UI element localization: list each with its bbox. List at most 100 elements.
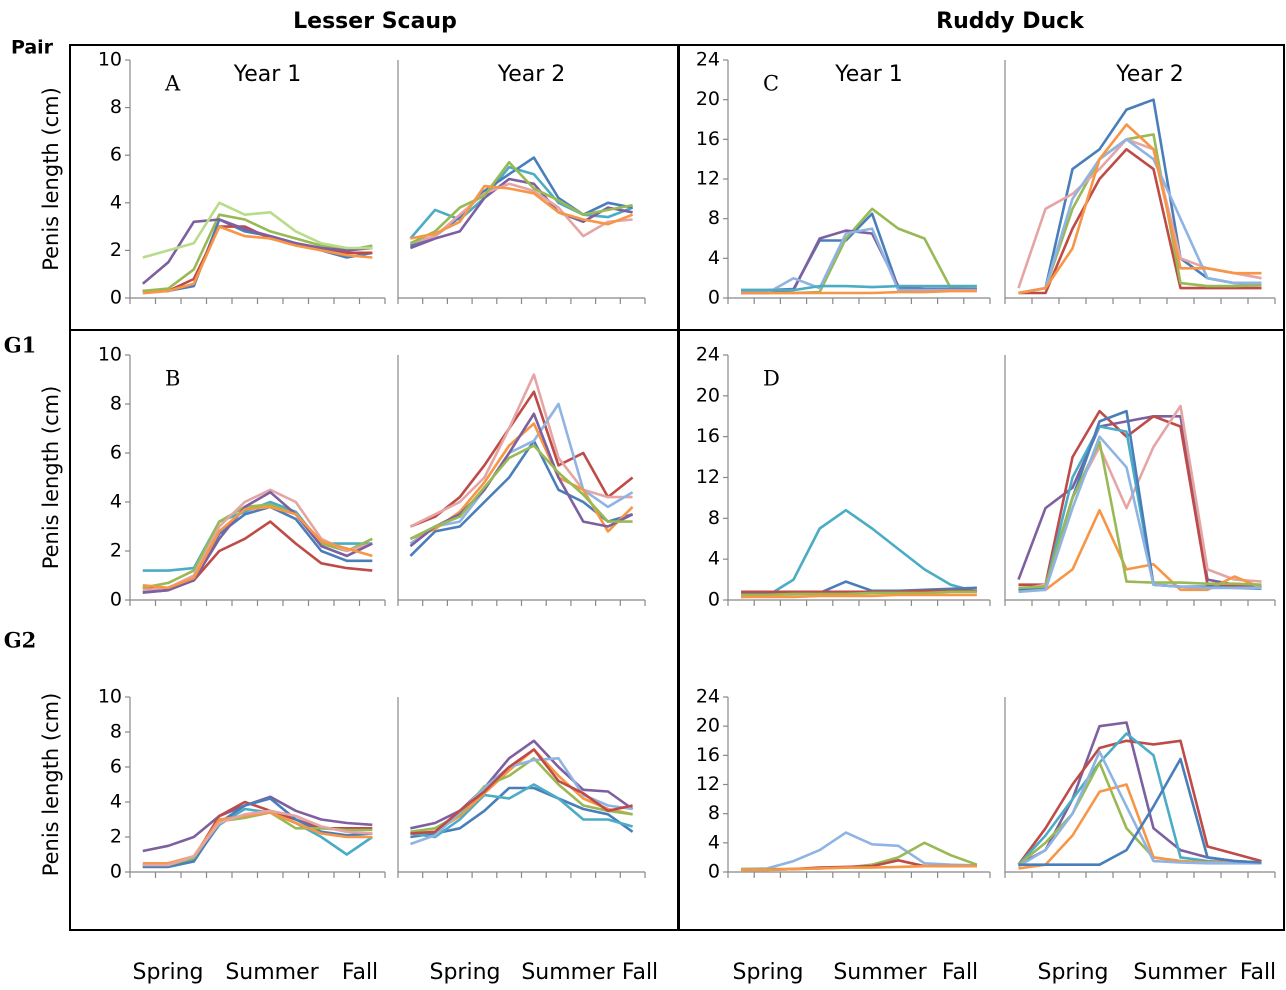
series-line bbox=[1018, 148, 1262, 295]
y-tick-label: 0 bbox=[110, 287, 122, 309]
y-tick-label: 4 bbox=[110, 791, 122, 813]
y-tick-label: 4 bbox=[708, 247, 720, 269]
series-line bbox=[1017, 732, 1262, 866]
y-tick-label: 6 bbox=[110, 144, 122, 166]
series-line bbox=[741, 284, 977, 292]
series-line bbox=[141, 218, 373, 285]
series-line bbox=[142, 797, 373, 869]
row-label: Pair bbox=[11, 37, 54, 59]
season-label: Spring bbox=[733, 960, 804, 985]
panel-title: Year 2 bbox=[497, 62, 566, 87]
y-tick-label: 4 bbox=[110, 191, 122, 213]
series-line bbox=[1018, 757, 1262, 866]
y-tick-label: 20 bbox=[696, 715, 720, 737]
y-tick-label: 8 bbox=[708, 207, 720, 229]
series-line bbox=[410, 748, 633, 835]
y-axis-label: Penis length (cm) bbox=[39, 386, 63, 570]
series-line bbox=[1018, 409, 1262, 590]
series-line bbox=[409, 402, 634, 545]
panel-letter: B bbox=[165, 367, 180, 391]
series-line bbox=[741, 207, 977, 295]
series-line bbox=[142, 795, 373, 853]
panel-title: Year 2 bbox=[1115, 62, 1184, 87]
series-line bbox=[409, 177, 633, 250]
series-line bbox=[410, 182, 633, 245]
series-line bbox=[741, 508, 978, 599]
panel-letter: C bbox=[763, 72, 779, 96]
series-line bbox=[409, 757, 633, 846]
panel-title: Year 1 bbox=[834, 62, 903, 87]
axis bbox=[1004, 697, 1275, 873]
series-line bbox=[741, 289, 977, 295]
axis bbox=[727, 697, 990, 873]
panel-title: Year 1 bbox=[233, 62, 302, 87]
panel-letter: A bbox=[164, 72, 181, 96]
y-tick-label: 8 bbox=[110, 393, 122, 415]
season-label: Summer bbox=[833, 960, 927, 985]
y-tick-label: 24 bbox=[696, 686, 720, 708]
row-label: G1 bbox=[4, 333, 37, 358]
series-line bbox=[410, 783, 633, 839]
series-line bbox=[142, 809, 373, 867]
season-label: Summer bbox=[225, 960, 319, 985]
series-line bbox=[142, 218, 373, 293]
series-line bbox=[410, 184, 634, 240]
series-line bbox=[142, 505, 373, 590]
y-tick-label: 10 bbox=[98, 344, 122, 366]
series-line bbox=[409, 161, 633, 245]
y-tick-label: 10 bbox=[98, 686, 122, 708]
axis bbox=[1004, 60, 1275, 299]
series-line bbox=[741, 227, 977, 295]
row-label: G2 bbox=[4, 628, 37, 653]
y-tick-label: 24 bbox=[696, 344, 720, 366]
season-label: Spring bbox=[133, 960, 204, 985]
axis bbox=[397, 355, 645, 601]
y-tick-label: 6 bbox=[110, 442, 122, 464]
y-axis-label: Penis length (cm) bbox=[39, 693, 63, 877]
y-tick-label: 0 bbox=[708, 861, 720, 883]
series-line bbox=[741, 593, 977, 599]
axis bbox=[397, 60, 645, 299]
y-tick-label: 4 bbox=[110, 491, 122, 513]
series-line bbox=[1018, 138, 1262, 295]
axis bbox=[397, 697, 645, 873]
y-tick-label: 12 bbox=[696, 466, 720, 488]
series-line bbox=[1018, 440, 1262, 590]
y-tick-label: 2 bbox=[110, 239, 122, 261]
series-line bbox=[142, 503, 373, 590]
season-label: Spring bbox=[1038, 960, 1109, 985]
y-tick-label: 16 bbox=[696, 128, 720, 150]
series-line bbox=[142, 807, 374, 869]
series-line bbox=[1017, 138, 1262, 289]
y-tick-label: 20 bbox=[696, 384, 720, 406]
y-tick-label: 8 bbox=[110, 721, 122, 743]
season-label: Fall bbox=[342, 960, 378, 985]
y-tick-label: 12 bbox=[696, 773, 720, 795]
frame bbox=[678, 329, 1285, 931]
y-tick-label: 20 bbox=[696, 88, 720, 110]
y-tick-label: 12 bbox=[696, 168, 720, 190]
y-tick-label: 2 bbox=[110, 540, 122, 562]
series-line bbox=[142, 811, 373, 865]
y-tick-label: 10 bbox=[98, 49, 122, 71]
series-line bbox=[142, 490, 373, 594]
y-tick-label: 2 bbox=[110, 826, 122, 848]
axis bbox=[727, 355, 990, 601]
series-line bbox=[410, 739, 634, 830]
series-line bbox=[741, 864, 977, 872]
series-line bbox=[1017, 750, 1262, 868]
y-tick-label: 16 bbox=[696, 744, 720, 766]
series-line bbox=[741, 229, 977, 295]
season-label: Fall bbox=[1240, 960, 1276, 985]
y-tick-label: 8 bbox=[708, 802, 720, 824]
y-axis-label: Penis length (cm) bbox=[39, 87, 63, 271]
series-line bbox=[142, 225, 373, 295]
y-tick-label: 4 bbox=[708, 548, 720, 570]
column-title: Ruddy Duck bbox=[936, 9, 1085, 34]
series-line bbox=[409, 439, 633, 557]
y-tick-label: 16 bbox=[696, 425, 720, 447]
y-tick-label: 0 bbox=[708, 287, 720, 309]
y-tick-label: 6 bbox=[110, 756, 122, 778]
column-title: Lesser Scaup bbox=[293, 9, 457, 34]
